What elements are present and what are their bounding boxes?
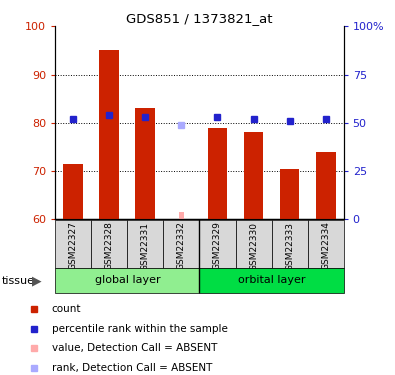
- Bar: [280, 169, 299, 219]
- Bar: [100, 50, 119, 219]
- Bar: [55, 220, 91, 268]
- Bar: [91, 220, 127, 268]
- Bar: [135, 108, 155, 219]
- Bar: [199, 220, 235, 268]
- Bar: [164, 220, 199, 268]
- Bar: [208, 128, 228, 219]
- Bar: [316, 152, 335, 219]
- Bar: [244, 132, 263, 219]
- Bar: [55, 268, 199, 292]
- Text: GSM22329: GSM22329: [213, 222, 222, 270]
- Text: global layer: global layer: [94, 275, 160, 285]
- Text: GSM22331: GSM22331: [141, 222, 150, 271]
- Text: percentile rank within the sample: percentile rank within the sample: [52, 324, 228, 334]
- Bar: [272, 220, 308, 268]
- Bar: [179, 212, 184, 219]
- Text: GSM22332: GSM22332: [177, 222, 186, 270]
- Bar: [308, 220, 344, 268]
- Title: GDS851 / 1373821_at: GDS851 / 1373821_at: [126, 12, 273, 25]
- Text: tissue: tissue: [2, 276, 35, 285]
- Bar: [199, 268, 344, 292]
- Text: GSM22334: GSM22334: [321, 222, 330, 270]
- Text: orbital layer: orbital layer: [238, 275, 305, 285]
- Text: GSM22327: GSM22327: [69, 222, 78, 270]
- Text: GSM22330: GSM22330: [249, 222, 258, 271]
- Text: GSM22328: GSM22328: [105, 222, 114, 270]
- Text: count: count: [52, 304, 81, 314]
- Bar: [64, 164, 83, 219]
- Text: rank, Detection Call = ABSENT: rank, Detection Call = ABSENT: [52, 363, 212, 373]
- Text: value, Detection Call = ABSENT: value, Detection Call = ABSENT: [52, 344, 217, 353]
- Bar: [235, 220, 272, 268]
- Bar: [127, 220, 164, 268]
- Text: GSM22333: GSM22333: [285, 222, 294, 271]
- Text: ▶: ▶: [32, 274, 41, 287]
